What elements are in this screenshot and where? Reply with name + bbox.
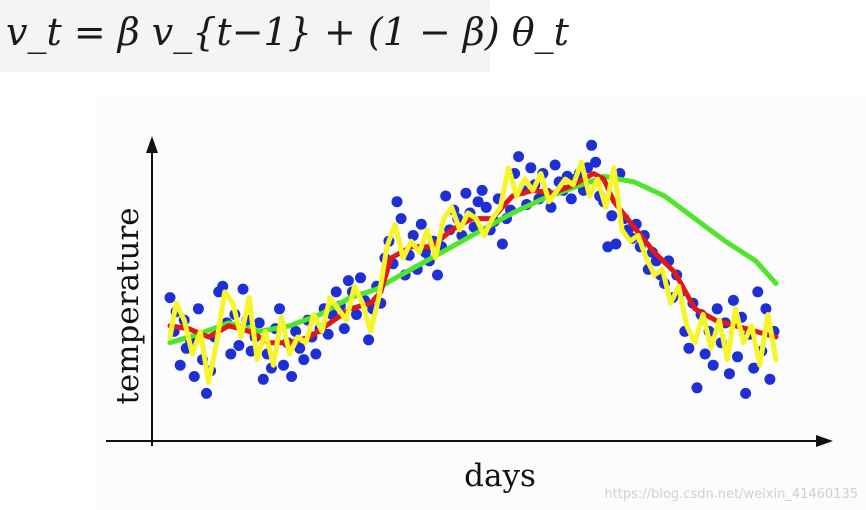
data-point — [764, 373, 776, 385]
axes — [106, 136, 833, 447]
data-point — [610, 238, 622, 250]
data-point — [586, 139, 598, 151]
ewma-chart: days temperature — [106, 136, 833, 494]
data-point — [395, 213, 407, 225]
data-point — [278, 359, 289, 371]
data-point — [707, 359, 719, 371]
data-point — [290, 325, 302, 337]
data-point — [286, 371, 298, 382]
data-point — [691, 382, 703, 394]
x-axis-label: days — [464, 458, 536, 494]
data-point — [476, 184, 488, 196]
data-point — [342, 275, 354, 287]
data-point — [432, 269, 443, 281]
data-point — [355, 272, 366, 284]
x-axis-arrow-icon — [816, 435, 833, 447]
data-point — [480, 201, 492, 213]
y-axis-arrow-icon — [146, 136, 158, 153]
data-point — [188, 371, 200, 382]
data-point — [391, 196, 403, 208]
data-point — [472, 196, 484, 208]
data-point — [363, 334, 375, 346]
data-point — [440, 190, 452, 202]
data-point — [192, 303, 204, 315]
data-point — [225, 348, 237, 360]
data-point — [740, 387, 752, 399]
watermark: https://blog.csdn.net/weixin_41460135 — [604, 487, 858, 502]
data-point — [257, 373, 269, 385]
series-line-beta-0-5 — [167, 159, 779, 385]
data-point — [351, 309, 362, 320]
data-point — [415, 218, 427, 230]
data-point — [298, 354, 310, 366]
data-point — [760, 303, 772, 315]
formula: v_t = β v_{t−1} + (1 − β) θ_t — [6, 10, 569, 54]
data-point — [732, 351, 743, 363]
data-point — [217, 280, 229, 292]
data-point — [164, 292, 176, 304]
data-point — [338, 323, 350, 335]
data-point — [748, 362, 760, 374]
data-point — [201, 387, 212, 399]
data-point — [294, 342, 306, 354]
data-point — [496, 238, 508, 250]
y-axis-label: temperature — [110, 207, 146, 404]
data-point — [233, 340, 245, 351]
data-point — [460, 187, 472, 199]
data-point — [545, 201, 557, 213]
data-point — [711, 303, 723, 315]
formula-band: v_t = β v_{t−1} + (1 − β) θ_t — [0, 0, 569, 72]
series-layer — [167, 159, 779, 385]
data-point — [565, 193, 577, 205]
data-point — [330, 286, 342, 298]
data-point — [727, 294, 739, 306]
data-point — [606, 210, 618, 222]
data-point — [310, 348, 322, 360]
data-point — [513, 151, 525, 163]
data-point — [322, 328, 334, 340]
data-point — [174, 359, 186, 371]
data-point — [274, 303, 285, 315]
data-point — [253, 317, 265, 329]
data-point — [752, 286, 764, 298]
data-point — [683, 342, 695, 354]
data-point — [525, 162, 537, 174]
data-point — [237, 283, 249, 295]
data-point — [407, 230, 419, 241]
data-point — [590, 156, 602, 168]
data-point — [549, 159, 561, 171]
data-point — [699, 348, 711, 360]
data-point — [723, 368, 735, 380]
plot-panel: days temperature — [96, 96, 866, 510]
